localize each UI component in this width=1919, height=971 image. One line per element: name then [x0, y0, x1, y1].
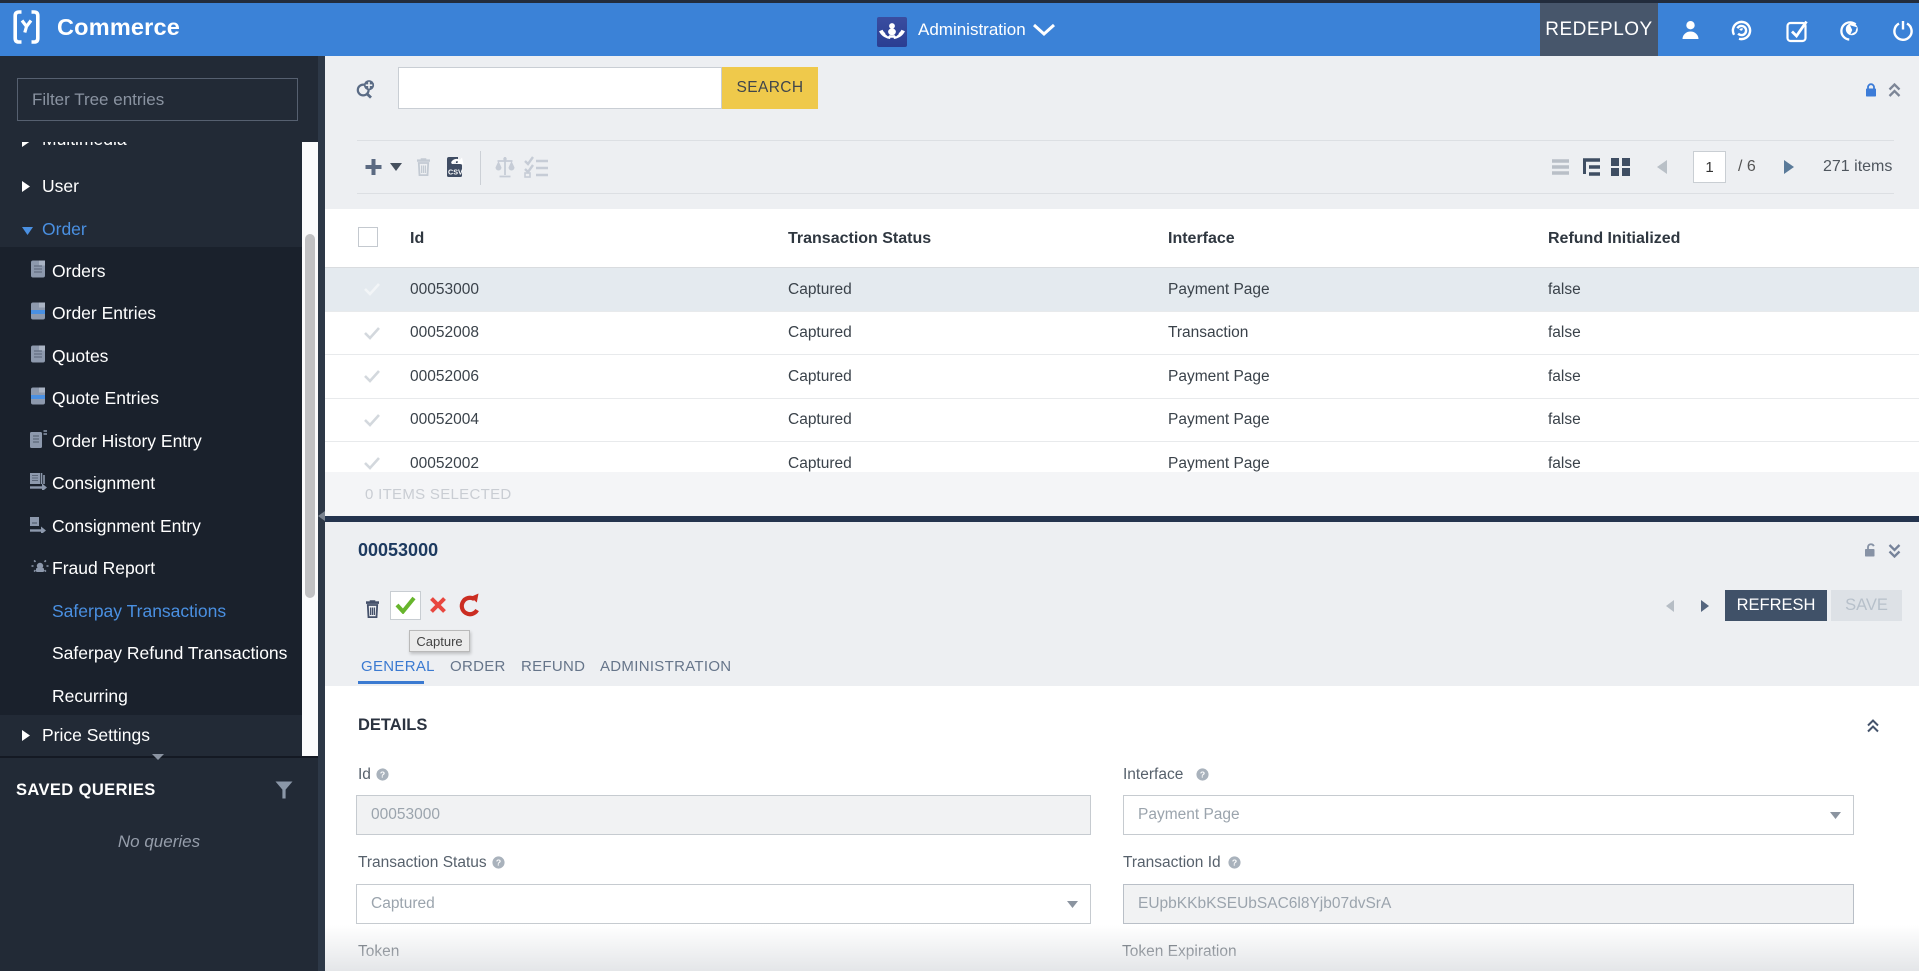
svg-text:?: ?	[1232, 858, 1237, 868]
svg-text:?: ?	[1200, 770, 1205, 780]
svg-text:?: ?	[380, 770, 385, 780]
svg-text:CSV: CSV	[448, 168, 463, 177]
svg-text:?: ?	[496, 858, 501, 868]
